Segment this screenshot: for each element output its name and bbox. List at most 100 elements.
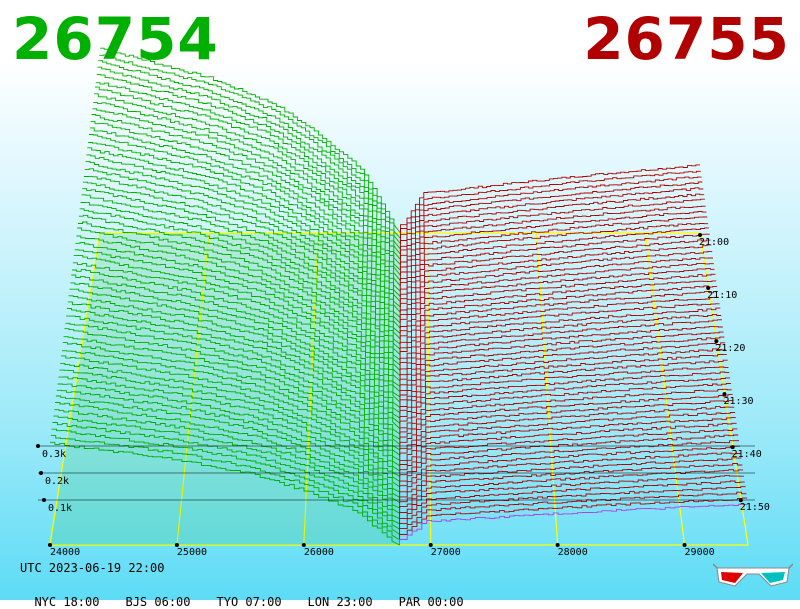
3d-glasses-icon[interactable] bbox=[713, 560, 793, 594]
ask-slice bbox=[399, 307, 721, 366]
price-tick-label: 27000 bbox=[431, 547, 461, 558]
bid-depth-series bbox=[50, 47, 401, 546]
bid-slice bbox=[85, 161, 401, 324]
ask-slice bbox=[399, 211, 707, 276]
bid-slice bbox=[76, 235, 401, 382]
bid-slice bbox=[83, 181, 401, 340]
ask-slice bbox=[399, 223, 709, 286]
bid-slice bbox=[90, 120, 401, 292]
bid-slice bbox=[89, 134, 401, 303]
axis-labels: 0.1k 0.2k 0.3k 24000 25000 26000 27000 28000 290… bbox=[36, 233, 770, 558]
bid-slice bbox=[95, 82, 401, 260]
ask-slice bbox=[399, 244, 712, 307]
ask-slice bbox=[399, 263, 714, 323]
ask-slice bbox=[399, 486, 746, 530]
bid-slice bbox=[63, 336, 401, 461]
ask-slice bbox=[400, 164, 700, 233]
bid-slice bbox=[55, 402, 400, 514]
ask-slice bbox=[399, 336, 725, 392]
ask-slice bbox=[399, 205, 706, 270]
price-tick-label: 25000 bbox=[177, 547, 207, 558]
ask-slice bbox=[399, 181, 703, 249]
ask-slice bbox=[399, 497, 748, 540]
bid-slice bbox=[93, 102, 401, 276]
ask-slice bbox=[399, 342, 726, 397]
bid-slice bbox=[77, 227, 401, 377]
bid-slice bbox=[98, 60, 401, 244]
ask-slice bbox=[399, 280, 717, 339]
ask-slice bbox=[399, 257, 713, 318]
bid-slice bbox=[88, 142, 401, 308]
bid-slice bbox=[67, 301, 401, 435]
bid-slice bbox=[69, 288, 401, 424]
ask-slice bbox=[399, 428, 738, 477]
bid-slice bbox=[75, 241, 401, 387]
ask-slice bbox=[399, 331, 724, 387]
depth-tick-marker bbox=[39, 471, 43, 475]
ask-slice bbox=[399, 371, 730, 424]
depth-tick-marker bbox=[36, 444, 40, 448]
bid-slice bbox=[74, 249, 401, 392]
ask-slice bbox=[399, 227, 709, 292]
price-tick-marker bbox=[428, 543, 433, 547]
ask-slice bbox=[399, 440, 740, 487]
ask-slice bbox=[399, 503, 748, 545]
ask-slice bbox=[399, 348, 726, 403]
ask-slice bbox=[399, 422, 737, 471]
bid-slice bbox=[89, 127, 401, 297]
ask-slice bbox=[399, 383, 731, 434]
time-tick-marker bbox=[714, 339, 719, 344]
bid-slice bbox=[94, 93, 401, 271]
ask-slice bbox=[399, 393, 733, 445]
bid-slice bbox=[50, 441, 400, 546]
bid-slice bbox=[73, 254, 401, 398]
bid-slice bbox=[91, 114, 401, 287]
bid-slice bbox=[100, 47, 401, 234]
ask-slice bbox=[399, 475, 744, 519]
bid-slice bbox=[71, 274, 401, 414]
bid-slice bbox=[68, 295, 401, 430]
price-tick-label: 28000 bbox=[558, 547, 588, 558]
bid-slice bbox=[97, 66, 401, 250]
time-tick-label: 21:00 bbox=[699, 237, 729, 248]
bid-slice bbox=[56, 389, 400, 504]
time-tick-label: 21:30 bbox=[723, 396, 753, 407]
bid-slice bbox=[83, 176, 401, 334]
bid-slice bbox=[60, 362, 401, 482]
ask-slice bbox=[399, 406, 735, 456]
ask-slice bbox=[399, 445, 740, 493]
bid-slice bbox=[78, 221, 401, 371]
bid-slice bbox=[82, 188, 401, 345]
ask-slice bbox=[399, 193, 705, 260]
grid-line bbox=[535, 232, 559, 546]
bid-slice bbox=[65, 322, 401, 451]
ask-slice bbox=[399, 296, 719, 355]
bid-slice bbox=[64, 328, 401, 456]
bid-slice bbox=[94, 86, 401, 266]
ask-price: 26755 bbox=[583, 5, 790, 73]
ask-slice bbox=[399, 457, 742, 503]
ask-slice bbox=[400, 170, 701, 239]
ask-slice bbox=[399, 250, 713, 313]
time-tick-label: 21:20 bbox=[715, 343, 745, 354]
ask-slice bbox=[399, 273, 716, 334]
price-tick-label: 26000 bbox=[304, 547, 334, 558]
ask-slice bbox=[399, 216, 708, 281]
ask-depth-series bbox=[399, 164, 748, 545]
time-tick-marker bbox=[722, 392, 727, 397]
grid-line bbox=[426, 232, 432, 546]
ask-slice bbox=[399, 239, 711, 302]
ask-slice bbox=[399, 353, 727, 408]
time-tick-label: 21:10 bbox=[707, 290, 737, 301]
bid-slice bbox=[99, 54, 401, 239]
bid-slice bbox=[58, 376, 400, 493]
ask-slice bbox=[399, 417, 736, 466]
bid-slice bbox=[86, 154, 401, 318]
utc-time: UTC 2023-06-19 22:00 bbox=[20, 561, 165, 575]
bid-slice bbox=[52, 422, 400, 530]
ask-slice bbox=[399, 400, 734, 450]
time-tick-marker bbox=[730, 445, 735, 450]
bid-slice bbox=[92, 108, 401, 281]
ask-slice bbox=[399, 319, 722, 376]
ask-slice bbox=[399, 452, 741, 498]
